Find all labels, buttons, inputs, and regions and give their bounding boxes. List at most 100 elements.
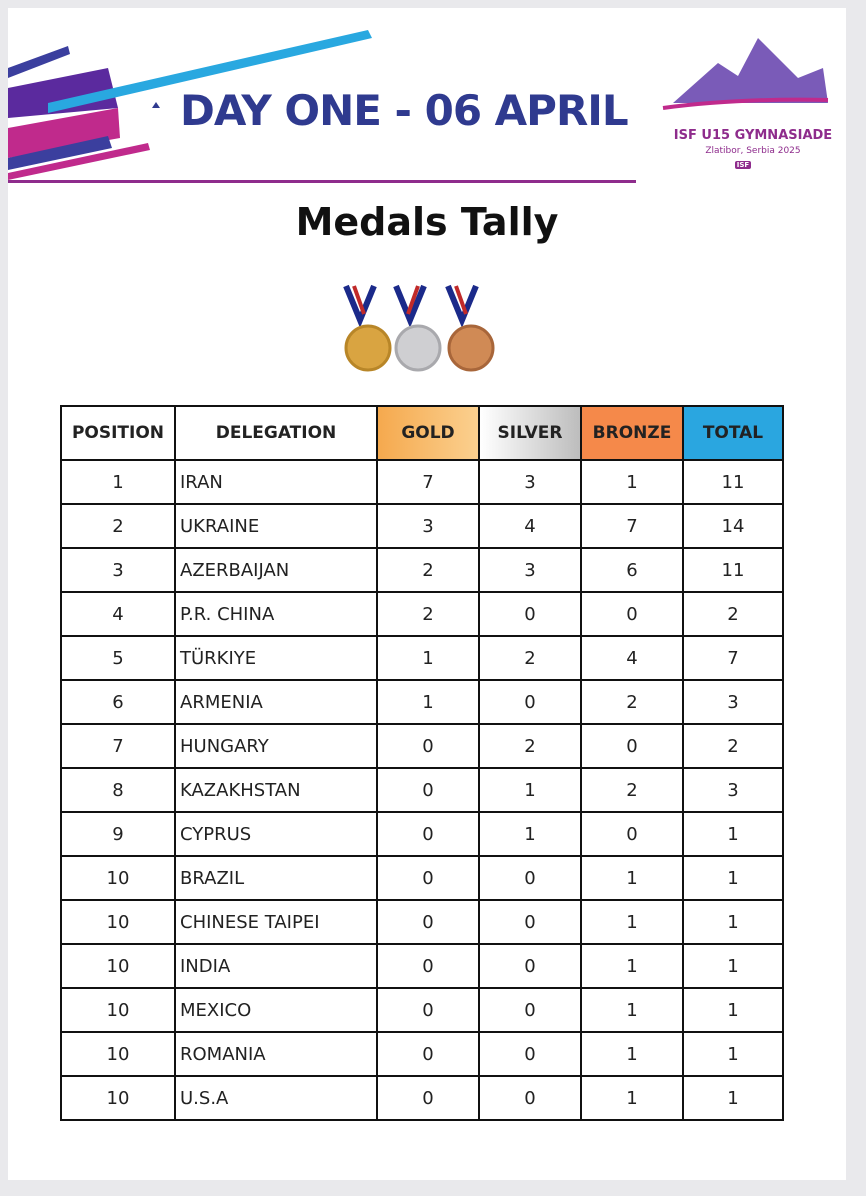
stripe: [48, 30, 372, 113]
table-cell: 8: [60, 767, 176, 813]
table-cell: 0: [376, 943, 480, 989]
table-cell: 4: [580, 635, 684, 681]
table-cell: 1: [478, 767, 582, 813]
table-cell: 0: [376, 1075, 480, 1121]
column-header: GOLD: [376, 405, 480, 461]
rule: [8, 180, 636, 183]
table-cell: 10: [60, 987, 176, 1033]
table-cell: 0: [478, 943, 582, 989]
table-row: 4 P.R. CHINA 2 0 0 2: [60, 591, 784, 637]
table-cell: 3: [682, 767, 784, 813]
stripe: [8, 108, 120, 158]
table-cell: INDIA: [174, 943, 378, 989]
table-cell: CHINESE TAIPEI: [174, 899, 378, 945]
table-cell: 2: [682, 723, 784, 769]
table-cell: 1: [376, 679, 480, 725]
table-cell: ROMANIA: [174, 1031, 378, 1077]
table-row: 1 IRAN 7 3 1 11: [60, 459, 784, 505]
table-cell: U.S.A: [174, 1075, 378, 1121]
table-cell: HUNGARY: [174, 723, 378, 769]
table-cell: 0: [580, 723, 684, 769]
table-cell: 2: [580, 767, 684, 813]
table-cell: 0: [580, 811, 684, 857]
arrow: [152, 102, 160, 108]
table-cell: 0: [478, 855, 582, 901]
column-header: POSITION: [60, 405, 176, 461]
table-cell: 9: [60, 811, 176, 857]
table-cell: 3: [478, 547, 582, 593]
table-cell: 1: [682, 899, 784, 945]
table-cell: AZERBAIJAN: [174, 547, 378, 593]
column-header: TOTAL: [682, 405, 784, 461]
table-cell: P.R. CHINA: [174, 591, 378, 637]
table-cell: 1: [682, 855, 784, 901]
table-cell: 0: [376, 811, 480, 857]
decoration: [8, 30, 829, 372]
table-cell: 3: [60, 547, 176, 593]
table-cell: 3: [478, 459, 582, 505]
table-cell: TÜRKIYE: [174, 635, 378, 681]
table-cell: 10: [60, 855, 176, 901]
table-cell: UKRAINE: [174, 503, 378, 549]
table-cell: 1: [682, 811, 784, 857]
table-cell: 4: [478, 503, 582, 549]
table-cell: 4: [60, 591, 176, 637]
table-cell: 1: [376, 635, 480, 681]
table-cell: 3: [682, 679, 784, 725]
table-cell: 1: [682, 1075, 784, 1121]
table-row: 9 CYPRUS 0 1 0 1: [60, 811, 784, 857]
column-header: DELEGATION: [174, 405, 378, 461]
table-cell: 0: [376, 1031, 480, 1077]
table-cell: 5: [60, 635, 176, 681]
table-row: 2 UKRAINE 3 4 7 14: [60, 503, 784, 549]
table-cell: 11: [682, 547, 784, 593]
table-body: 1 IRAN 7 3 1 11 2 UKRAINE 3 4 7 14 3 AZERBAIJAN 2 3 6 11 4…: [60, 459, 784, 1121]
table-row: 10 CHINESE TAIPEI 0 0 1 1: [60, 899, 784, 945]
table-cell: MEXICO: [174, 987, 378, 1033]
table-cell: 0: [376, 723, 480, 769]
table-row: 5 TÜRKIYE 1 2 4 7: [60, 635, 784, 681]
table-cell: 7: [682, 635, 784, 681]
stripe: [8, 46, 70, 78]
table-cell: 2: [478, 635, 582, 681]
table-cell: 1: [682, 987, 784, 1033]
table-cell: 2: [682, 591, 784, 637]
table-cell: IRAN: [174, 459, 378, 505]
table-cell: 0: [478, 679, 582, 725]
table-cell: 10: [60, 899, 176, 945]
table-cell: 0: [478, 1031, 582, 1077]
table-cell: 6: [580, 547, 684, 593]
table-row: 8 KAZAKHSTAN 0 1 2 3: [60, 767, 784, 813]
heading: Medals Tally: [295, 200, 559, 244]
stripe: [8, 68, 118, 118]
table-cell: 2: [376, 547, 480, 593]
page-title: DAY ONE - 06 APRIL: [180, 86, 629, 135]
table-row: 10 U.S.A 0 0 1 1: [60, 1075, 784, 1121]
table-cell: 1: [580, 855, 684, 901]
table-cell: 1: [580, 943, 684, 989]
table-cell: 0: [478, 591, 582, 637]
table-cell: 7: [60, 723, 176, 769]
table-cell: 1: [580, 899, 684, 945]
table-cell: 1: [60, 459, 176, 505]
logo-swoosh: [662, 97, 829, 110]
table-cell: BRAZIL: [174, 855, 378, 901]
table-cell: ARMENIA: [174, 679, 378, 725]
table-cell: 0: [376, 855, 480, 901]
table-row: 6 ARMENIA 1 0 2 3: [60, 679, 784, 725]
logo-subtitle: Zlatibor, Serbia 2025: [705, 146, 801, 156]
table-cell: 0: [376, 767, 480, 813]
table-cell: 0: [580, 591, 684, 637]
medal-table: POSITION DELEGATION GOLD SILVER BRONZE TOTAL 1…: [60, 405, 784, 1121]
table-cell: 10: [60, 1031, 176, 1077]
table-cell: 1: [580, 987, 684, 1033]
table-cell: CYPRUS: [174, 811, 378, 857]
table-row: 10 ROMANIA 0 0 1 1: [60, 1031, 784, 1077]
table-cell: KAZAKHSTAN: [174, 767, 378, 813]
table-row: 10 INDIA 0 0 1 1: [60, 943, 784, 989]
header-row: POSITION DELEGATION GOLD SILVER BRONZE TOTAL: [60, 405, 784, 461]
table-cell: 0: [376, 987, 480, 1033]
table-row: 3 AZERBAIJAN 2 3 6 11: [60, 547, 784, 593]
logo-mountains: [673, 38, 828, 103]
